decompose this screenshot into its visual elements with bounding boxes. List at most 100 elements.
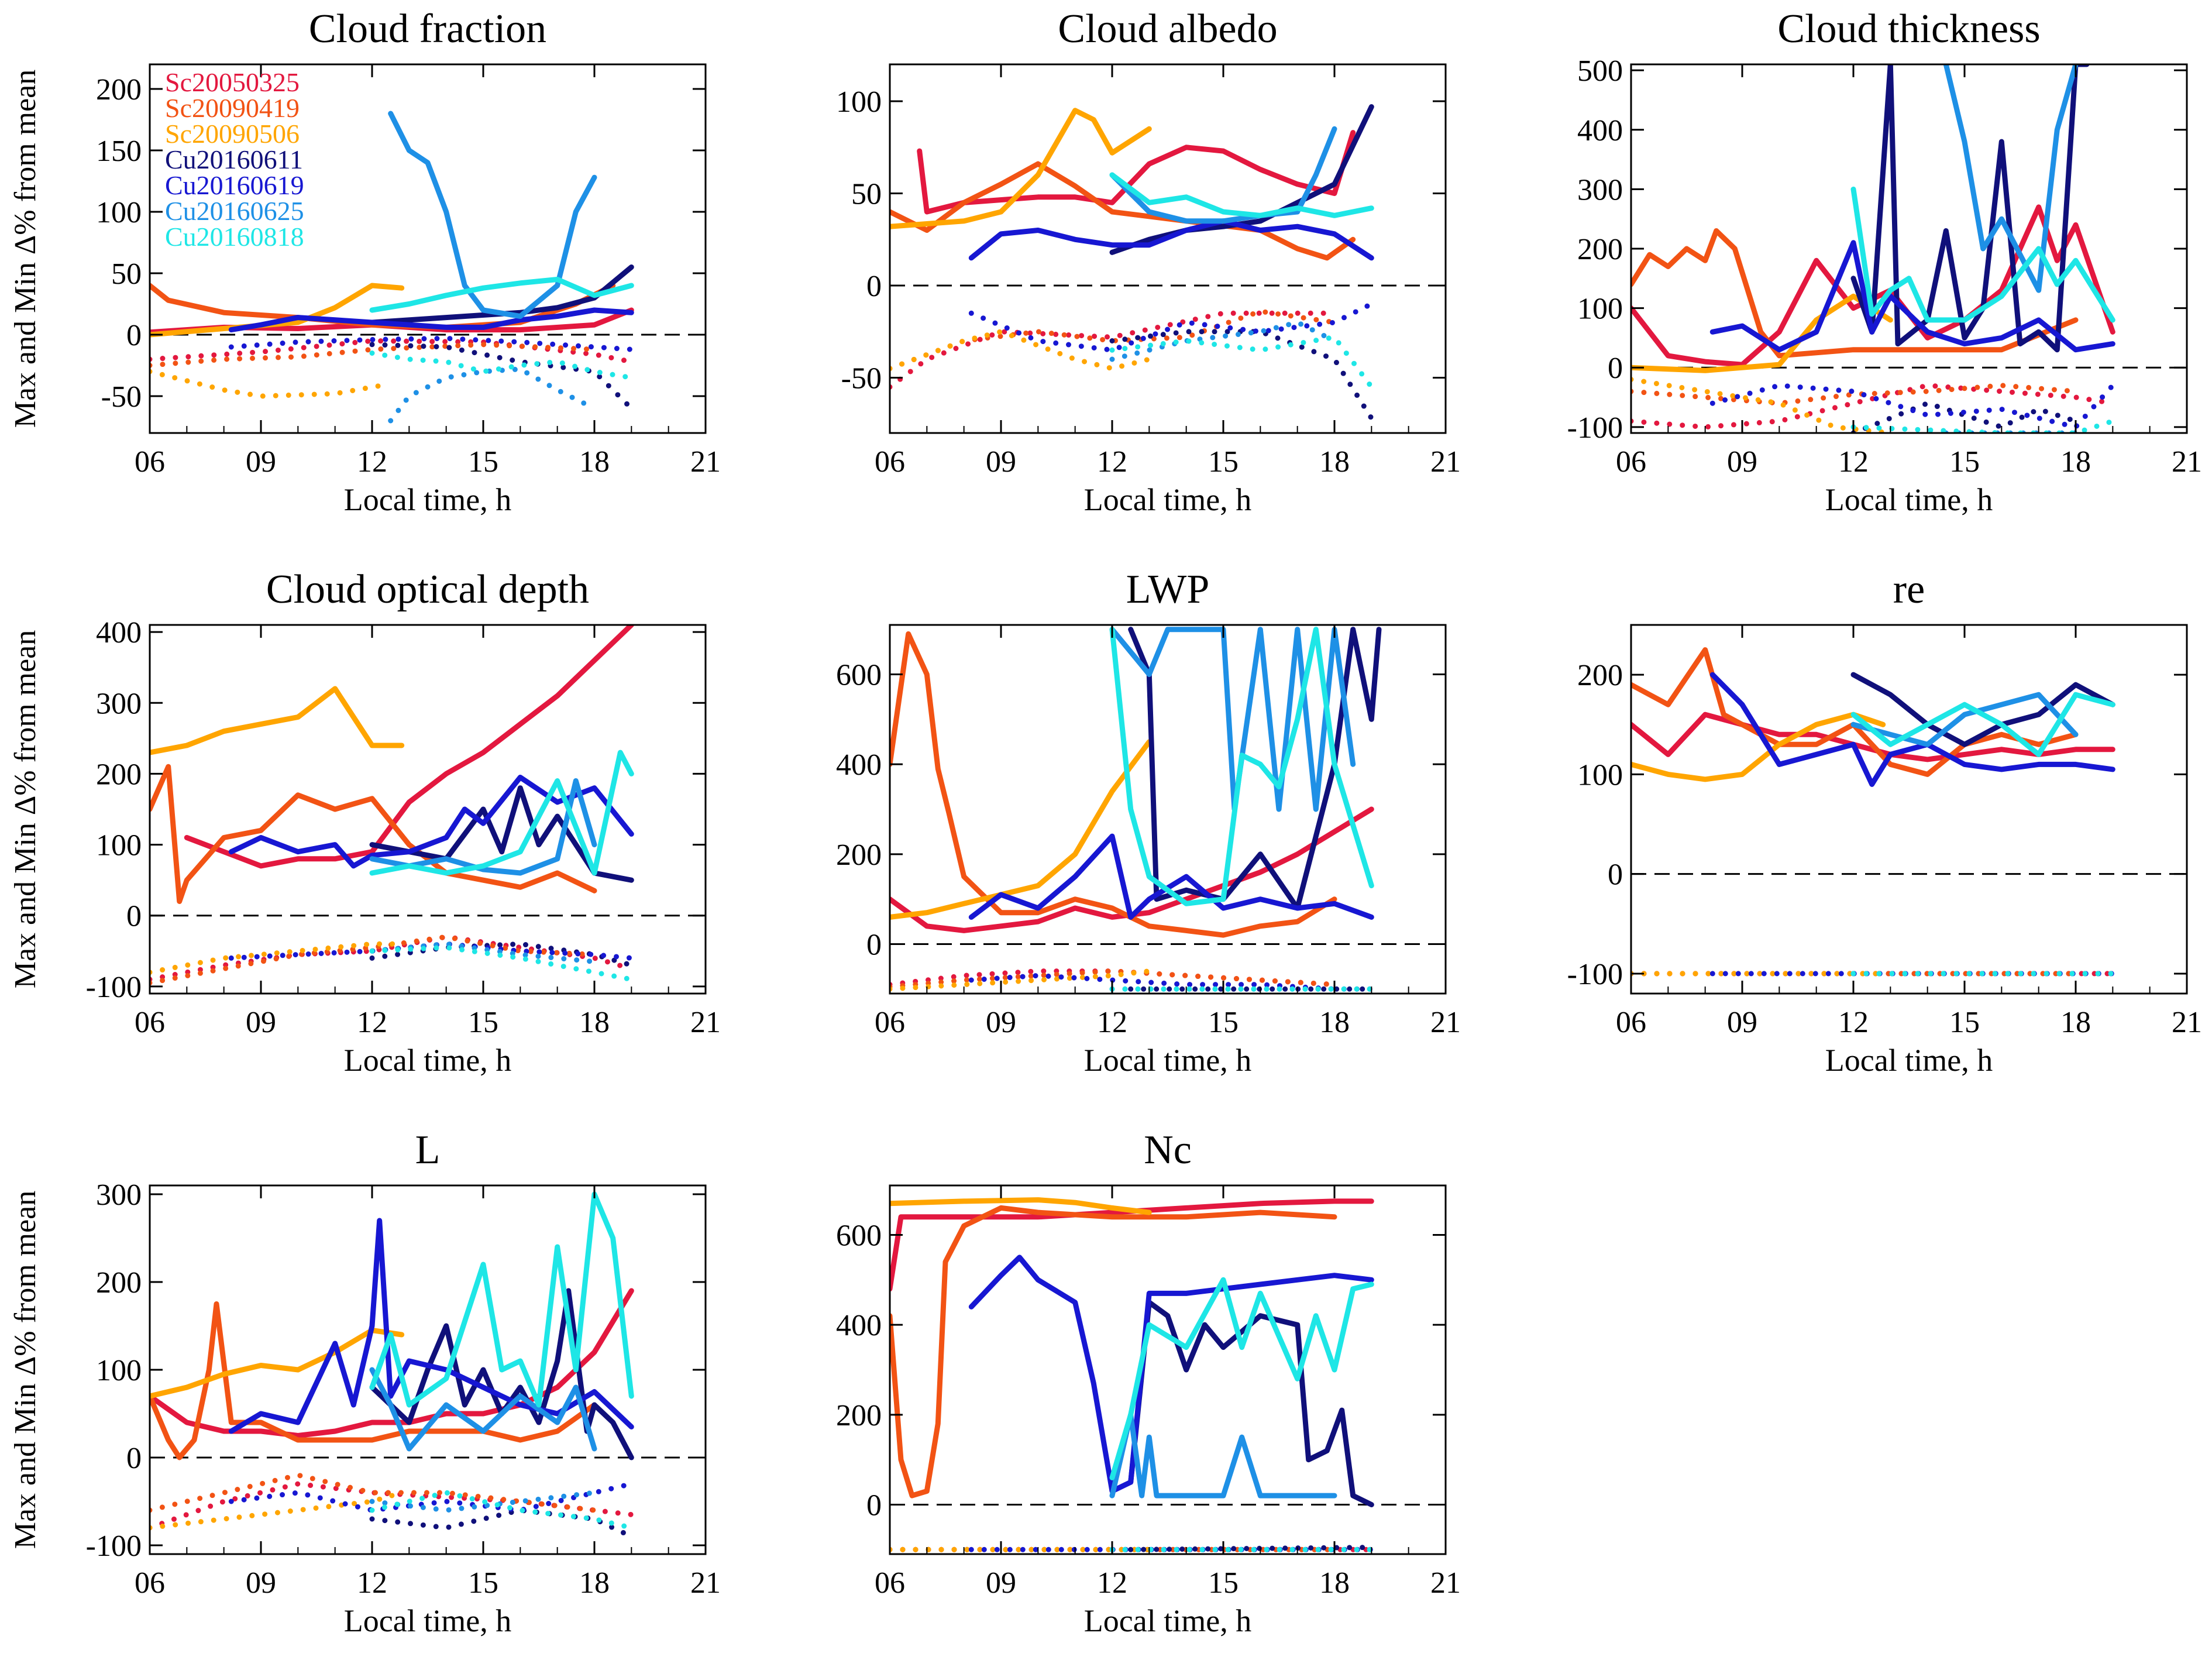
series-max-Cu20160619	[1709, 672, 2115, 787]
series-max-Cu20160619	[968, 1255, 1374, 1494]
x-tick-label: 15	[468, 445, 498, 479]
series-min-Sc20090506	[150, 1490, 405, 1531]
y-axis-label: Max and Min Δ% from mean	[9, 630, 42, 989]
x-tick-label: 09	[1727, 445, 1757, 479]
series-min-Cu20160611	[369, 941, 634, 968]
legend-entry: Sc20090419	[165, 93, 300, 123]
panel-title: Cloud optical depth	[266, 567, 589, 612]
series-max-Cu20160625	[1109, 1412, 1337, 1499]
legend-entry: Cu20160818	[165, 222, 304, 252]
x-tick-label: 15	[1208, 1006, 1239, 1039]
series-max-Sc20050325	[890, 1198, 1374, 1292]
x-tick-label: 15	[468, 1566, 498, 1600]
x-axis-label: Local time, h	[1084, 1043, 1251, 1078]
y-tick-label: 50	[111, 257, 142, 291]
legend-entry: Cu20160619	[165, 170, 304, 200]
series-max-Cu20160818	[1109, 627, 1374, 906]
series-max-Cu20160611	[1850, 64, 2090, 353]
y-tick-label: 150	[96, 135, 142, 168]
series-min-Cu20160619	[228, 1481, 634, 1513]
series-min-Sc20050325	[1631, 383, 2115, 430]
y-tick-label: 300	[96, 1178, 142, 1212]
x-tick-label: 06	[135, 445, 165, 479]
panel-6: re 06 09 12 15 18 21 -100 0 100 200 Local time, h	[1567, 567, 2202, 1078]
y-tick-label: 200	[836, 1399, 882, 1432]
panel-5: LWP 06 09 12 15 18 21 0 200 400 600 Local time, h	[836, 567, 1461, 1078]
x-tick-label: 06	[1616, 445, 1646, 479]
series-min-Cu20160611	[369, 1507, 634, 1539]
x-tick-label: 18	[579, 1006, 610, 1039]
series-min-Cu20160818	[1850, 418, 2115, 433]
x-axis-label: Local time, h	[1825, 1043, 1993, 1078]
series-group	[150, 111, 634, 424]
legend-entry: Sc20090506	[165, 119, 300, 149]
y-axis-label: Max and Min Δ% from mean	[9, 1191, 42, 1549]
y-tick-label: 0	[1608, 858, 1623, 892]
x-axis-label: Local time, h	[1084, 1603, 1251, 1638]
series-group	[150, 625, 634, 986]
series-max-Sc20090506	[150, 686, 405, 755]
x-tick-label: 12	[1097, 1006, 1127, 1039]
series-max-Sc20090419	[150, 1301, 597, 1460]
x-tick-label: 21	[1430, 1566, 1461, 1600]
series-min-Sc20050325	[890, 310, 1337, 390]
y-tick-label: 600	[836, 659, 882, 692]
x-tick-label: 12	[357, 1006, 387, 1039]
series-min-Cu20160611	[1128, 1545, 1374, 1552]
series-max-Cu20160611	[1128, 1300, 1374, 1507]
y-tick-label: 0	[866, 270, 882, 303]
series-max-Cu20160818	[1109, 1277, 1374, 1480]
series-min-Cu20160619	[228, 941, 634, 961]
series-max-Cu20160625	[388, 111, 597, 319]
series-min-Cu20160818	[369, 350, 634, 380]
x-tick-label: 12	[1838, 1006, 1869, 1039]
x-tick-label: 18	[579, 1566, 610, 1600]
x-tick-label: 09	[1727, 1006, 1757, 1039]
x-tick-label: 06	[135, 1566, 165, 1600]
series-group	[890, 627, 1382, 992]
series-min-Cu20160619	[968, 972, 1374, 992]
series-max-Sc20090419	[150, 764, 597, 904]
y-tick-label: 100	[96, 1354, 142, 1387]
panel-2: Cloud albedo 06 09 12 15 18 21 -50 0 50 100 Local t…	[836, 6, 1461, 517]
y-tick-label: 200	[96, 73, 142, 106]
series-max-Cu20160611	[369, 1288, 634, 1460]
series-max-Sc20090419	[890, 161, 1356, 261]
series-max-Cu20160625	[1109, 627, 1356, 812]
x-tick-label: 18	[1319, 445, 1350, 479]
series-max-Cu20160619	[968, 218, 1374, 261]
x-tick-label: 15	[1949, 1006, 1980, 1039]
series-min-Sc20090419	[1631, 383, 2079, 406]
panel-title: Cloud thickness	[1777, 6, 2040, 51]
series-min-Cu20160611	[369, 342, 634, 411]
y-tick-label: 100	[1577, 758, 1623, 792]
series-max-Sc20090506	[890, 739, 1152, 920]
x-tick-label: 21	[690, 445, 721, 479]
panel-7: L 06 09 12 15 18 21 -100 0 100 200 300 Local time, h…	[9, 1128, 721, 1638]
series-max-Sc20090419	[890, 1205, 1337, 1499]
y-tick-label: 0	[866, 928, 882, 961]
x-tick-label: 18	[2060, 445, 2091, 479]
series-min-Cu20160625	[369, 1490, 597, 1513]
x-tick-label: 09	[246, 1566, 276, 1600]
panel-title: re	[1893, 567, 1925, 612]
x-axis-label: Local time, h	[344, 482, 511, 517]
y-tick-label: -50	[841, 362, 882, 396]
series-max-Cu20160611	[1128, 627, 1382, 911]
series-max-Sc20090506	[150, 1328, 405, 1399]
x-tick-label: 21	[1430, 445, 1461, 479]
series-max-Cu20160619	[1709, 240, 2115, 353]
legend-entry: Sc20050325	[165, 67, 300, 97]
y-tick-label: -100	[86, 971, 142, 1004]
x-tick-label: 12	[1097, 1566, 1127, 1600]
series-max-Sc20090419	[1631, 647, 2079, 777]
series-min-Sc20090506	[890, 968, 1152, 992]
series-max-Sc20090506	[1631, 712, 1886, 782]
series-max-Cu20160818	[1109, 172, 1374, 218]
x-tick-label: 21	[1430, 1006, 1461, 1039]
y-tick-label: 0	[126, 1442, 142, 1475]
x-tick-label: 15	[1949, 445, 1980, 479]
y-tick-label: 100	[96, 829, 142, 862]
series-max-Cu20160625	[1850, 692, 2079, 747]
